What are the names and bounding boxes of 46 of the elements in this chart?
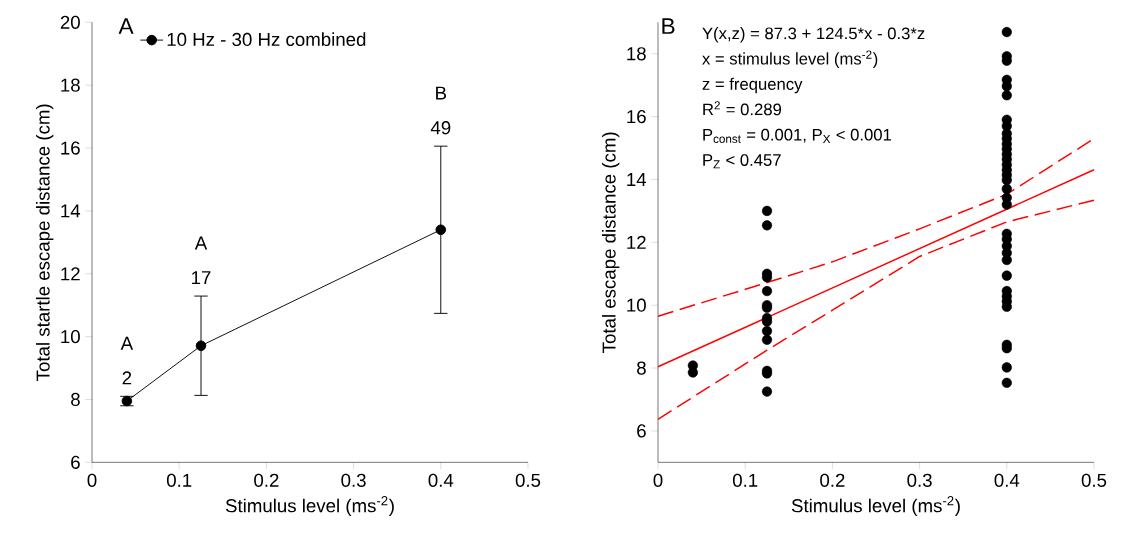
y-tick-label: 16 (61, 141, 80, 155)
y-tick-label: 6 (637, 424, 646, 438)
y-tick-label: 18 (61, 78, 80, 92)
x-tick-label: 0 (653, 473, 663, 487)
annotation: Y(x,z) = 87.3 + 124.5*x - 0.3*z (702, 27, 925, 43)
chart-title: A (118, 18, 134, 34)
annotation: A (194, 236, 208, 250)
y-axis-title: Total escape distance (cm) (601, 132, 620, 353)
y-tick-label: 14 (627, 173, 647, 186)
annotation: A (120, 336, 134, 350)
x-axis-title: Stimulus level (ms$^{-2}$) (791, 496, 960, 517)
chart-title: B (662, 18, 675, 34)
y-tick-label: 12 (627, 235, 646, 249)
annotation: 17 (192, 271, 211, 285)
y-tick-label: 10 (61, 330, 80, 344)
x-tick-label: 0 (87, 473, 97, 487)
y-tick-label: 18 (627, 47, 646, 61)
x-tick-label: 0.3 (341, 473, 366, 487)
x-axis-title: Stimulus level (ms$^{-2}$) (225, 496, 394, 517)
y-tick-label: 20 (60, 15, 80, 29)
x-tick-label: 0.2 (254, 473, 279, 487)
y-tick-label: 12 (61, 267, 80, 281)
annotation: R$^{2}$ = 0.289 (703, 101, 782, 116)
x-tick-label: 0.4 (428, 473, 454, 487)
x-tick-label: 0.4 (994, 473, 1020, 487)
y-tick-label: 14 (61, 204, 81, 218)
x-tick-label: 0.5 (515, 473, 541, 487)
annotation: 2 (122, 371, 132, 385)
y-tick-label: 8 (71, 392, 80, 407)
x-tick-label: 0.2 (820, 473, 845, 487)
x-tick-label: 0.5 (1081, 473, 1107, 487)
y-tick-label: 8 (637, 361, 646, 375)
y-tick-label: 6 (71, 455, 80, 469)
legend-label: 10 Hz - 30 Hz combined (167, 32, 366, 47)
x-tick-label: 0.1 (732, 473, 758, 487)
y-axis-title: Total startle escape distance (cm) (35, 104, 54, 381)
x-tick-label: 0.3 (907, 473, 932, 487)
annotation: P$_{const}$ = 0.001, P$_{X}$ < 0.001 (703, 128, 892, 143)
annotation: z = frequency (702, 77, 803, 94)
y-tick-label: 10 (627, 298, 646, 312)
annotation: 49 (430, 121, 451, 135)
annotation: P$_{Z}$ < 0.457 (703, 154, 781, 169)
annotation: B (436, 86, 447, 100)
annotation: x = stimulus level (ms$^{-2}$) (702, 50, 878, 68)
x-tick-label: 0.1 (166, 473, 192, 487)
y-tick-label: 16 (627, 110, 646, 124)
